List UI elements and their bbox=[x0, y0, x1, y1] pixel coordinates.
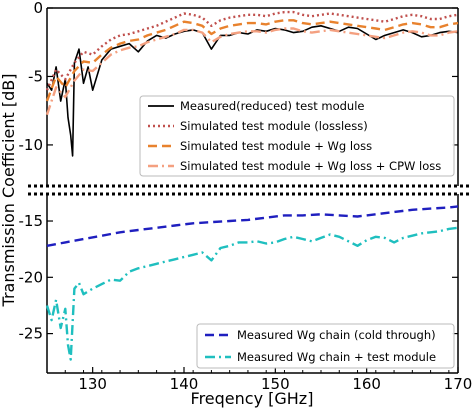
x-tick-label: 150 bbox=[261, 375, 290, 393]
series-line-0-2 bbox=[45, 19, 459, 102]
y-tick-label: -20 bbox=[19, 268, 44, 286]
legend-label: Measured(reduced) test module bbox=[180, 99, 364, 113]
x-tick-label: 160 bbox=[352, 375, 381, 393]
top-series-group bbox=[45, 10, 459, 157]
y-tick-label: -25 bbox=[19, 325, 44, 343]
y-axis-label: Transmission Coefficient [dB] bbox=[0, 74, 18, 308]
x-tick-label: 170 bbox=[444, 375, 473, 393]
bottom-ticks-group: -15 -20 -25 130 140 150 160 170 bbox=[19, 212, 473, 393]
y-tick-label: -10 bbox=[19, 136, 44, 154]
legend-box bbox=[196, 323, 455, 369]
bottom-panel: -15 -20 -25 130 140 150 160 170 Measured Wg cha… bbox=[19, 194, 473, 393]
bottom-series-group bbox=[45, 205, 459, 361]
break-markers bbox=[28, 184, 472, 196]
legend-label: Simulated test module + Wg loss + CPW lo… bbox=[180, 159, 441, 173]
y-tick-label: 0 bbox=[33, 0, 43, 17]
series-line-0-3 bbox=[45, 27, 459, 116]
x-tick-label: 130 bbox=[78, 375, 107, 393]
legend-label: Simulated test module + Wg loss bbox=[180, 139, 372, 153]
y-tick-label: -5 bbox=[28, 67, 43, 85]
bottom-legend: Measured Wg chain (cold through) Measured… bbox=[196, 323, 455, 369]
top-panel: 0 -5 -10 Measured(reduced) test module Simu… bbox=[19, 0, 459, 186]
legend-label: Measured Wg chain (cold through) bbox=[237, 328, 436, 342]
series-line-1-0 bbox=[46, 205, 459, 247]
legend-label: Simulated test module (lossless) bbox=[180, 119, 368, 133]
legend-box bbox=[139, 95, 455, 177]
x-tick-label: 140 bbox=[170, 375, 199, 393]
legend-label: Measured Wg chain + test module bbox=[237, 350, 436, 364]
y-tick-label: -15 bbox=[19, 212, 44, 230]
x-axis-label: Freqency [GHz] bbox=[191, 389, 314, 408]
top-legend: Measured(reduced) test module Simulated t… bbox=[139, 95, 455, 177]
